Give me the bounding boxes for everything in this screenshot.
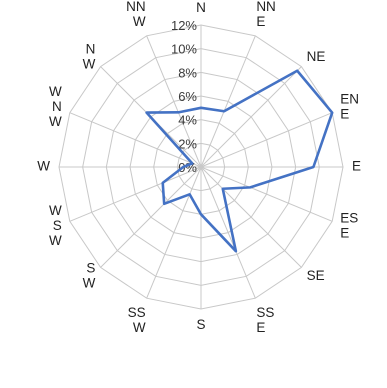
direction-label-nne: NN E	[256, 0, 276, 29]
spoke-sse	[200, 166, 256, 299]
spoke-ne	[200, 66, 302, 168]
spoke-se	[200, 166, 302, 268]
direction-label-ese: ES E	[340, 210, 358, 240]
radial-tick-labels: 0%2%4%6%8%10%12%	[171, 18, 197, 175]
series-line-0	[145, 69, 334, 253]
direction-label-ne: NE	[307, 49, 326, 64]
tick-label: 8%	[178, 65, 197, 80]
direction-label-sse: SS E	[256, 305, 274, 335]
tick-label: 6%	[178, 89, 197, 104]
spoke-nne	[200, 35, 256, 168]
spoke-wnw	[69, 112, 202, 168]
tick-label: 4%	[178, 113, 197, 128]
direction-label-ene: EN E	[340, 92, 359, 122]
spoke-ese	[200, 166, 333, 222]
tick-label: 10%	[171, 42, 197, 57]
direction-label-ssw: SS W	[128, 305, 146, 335]
direction-label-s: S	[196, 317, 205, 332]
tick-label: 2%	[178, 136, 197, 151]
spoke-wsw	[69, 166, 202, 222]
direction-label-se: SE	[307, 268, 325, 283]
spoke-ssw	[146, 166, 202, 299]
series-layer	[145, 69, 334, 253]
spoke-nnw	[146, 35, 202, 168]
tick-label: 12%	[171, 18, 197, 33]
direction-label-nnw: NN W	[126, 0, 146, 29]
direction-label-e: E	[352, 159, 361, 174]
direction-label-n: N	[196, 0, 206, 15]
spoke-ene	[200, 112, 333, 168]
grid-layer	[58, 24, 344, 310]
direction-label-w: W	[37, 159, 50, 174]
direction-labels: N NN E NE EN E E ES E SE SS E S SS W S W W S W W W N W N W NN W	[37, 0, 361, 335]
spoke-sw	[100, 166, 202, 268]
